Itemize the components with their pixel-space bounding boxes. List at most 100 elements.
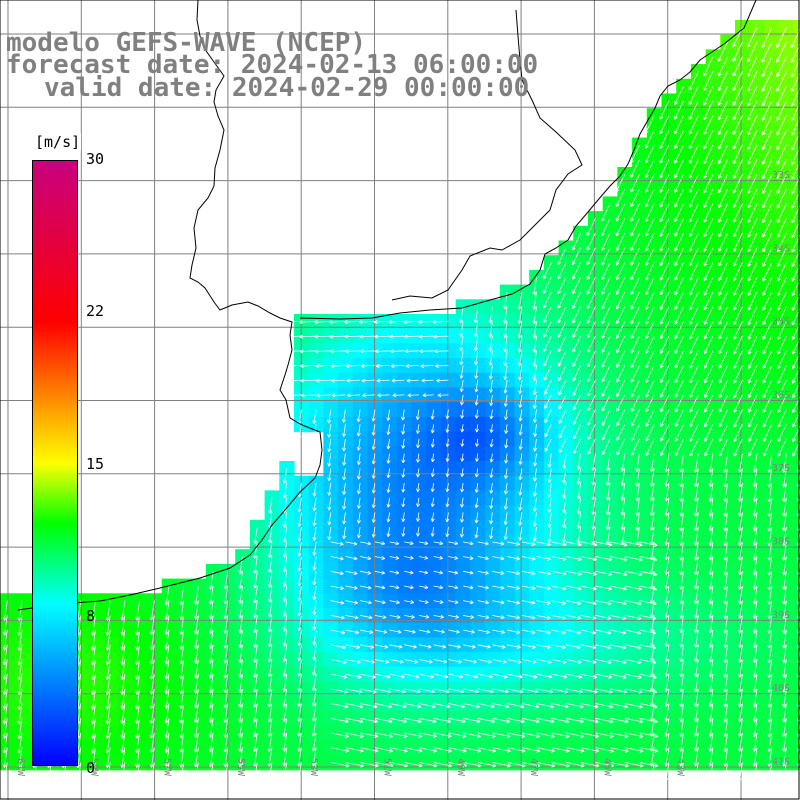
wind-speed-cell <box>573 299 589 315</box>
wind-speed-cell <box>793 240 800 256</box>
wind-speed-cell <box>749 269 765 286</box>
wind-speed-cell <box>793 64 800 80</box>
wind-speed-cell <box>779 211 795 227</box>
wind-speed-cell <box>676 108 692 124</box>
wind-speed-cell <box>793 461 800 477</box>
wind-speed-cell <box>720 299 736 315</box>
wind-speed-cell <box>720 314 736 330</box>
wind-speed-cell <box>676 343 692 359</box>
wind-speed-cell <box>646 122 663 139</box>
wind-speed-cell <box>676 299 692 315</box>
wind-vector-head <box>297 435 300 440</box>
wind-speed-cell <box>779 240 795 256</box>
wind-speed-cell <box>396 387 413 403</box>
wind-speed-cell <box>779 269 795 286</box>
wind-speed-cell <box>676 240 692 256</box>
wind-speed-cell <box>411 358 427 374</box>
wind-speed-cell <box>720 240 736 256</box>
wind-speed-cell <box>382 343 398 359</box>
wind-vector <box>377 394 390 396</box>
wind-speed-cell <box>793 108 800 124</box>
wind-speed-cell <box>720 387 736 403</box>
wind-speed-cell <box>793 152 800 168</box>
wind-speed-cell <box>793 181 800 197</box>
wind-speed-cell <box>749 299 765 315</box>
wind-speed-cell <box>749 49 765 65</box>
wind-speed-cell <box>720 211 736 227</box>
wind-speed-cell <box>646 328 663 344</box>
wind-speed-cell <box>646 358 663 374</box>
wind-speed-cell <box>676 211 692 227</box>
wind-speed-cell <box>352 343 369 359</box>
wind-speed-cell <box>749 167 765 183</box>
wind-speed-cell <box>720 108 736 124</box>
wind-speed-cell <box>749 93 765 109</box>
wind-speed-cell <box>705 196 721 212</box>
wind-speed-cell <box>573 372 589 389</box>
wind-speed-cell <box>602 328 618 344</box>
wind-speed-cell <box>779 181 795 197</box>
wind-speed-cell <box>793 416 800 433</box>
wind-speed-cell <box>749 402 765 418</box>
wind-speed-cell <box>749 34 765 50</box>
wind-speed-cell <box>382 387 398 403</box>
wind-speed-cell <box>720 328 736 344</box>
wind-speed-cell <box>338 358 354 374</box>
wind-speed-cell <box>720 181 736 197</box>
wind-speed-cell <box>676 431 692 447</box>
wind-speed-cell <box>793 446 800 462</box>
wind-speed-cell <box>705 402 721 418</box>
wind-speed-cell <box>646 181 663 197</box>
wind-speed-cell <box>749 152 765 168</box>
wind-speed-cell <box>793 490 800 506</box>
wind-speed-cell <box>793 666 800 683</box>
wind-speed-cell <box>602 343 618 359</box>
wind-speed-cell <box>749 78 765 95</box>
wind-speed-cell <box>779 343 795 359</box>
wind-speed-cell <box>779 137 795 153</box>
wind-speed-cell <box>793 299 800 315</box>
wind-speed-cell <box>779 372 795 389</box>
wind-speed-cell <box>426 343 442 359</box>
wind-speed-cell <box>720 93 736 109</box>
wind-speed-cell <box>602 299 618 315</box>
wind-speed-cell <box>676 196 692 212</box>
wind-speed-cell <box>720 167 736 183</box>
wind-speed-cell <box>705 299 721 315</box>
wind-speed-cell <box>323 372 339 389</box>
wind-speed-cell <box>676 314 692 330</box>
wind-speed-cell <box>573 314 589 330</box>
wind-speed-cell <box>705 284 721 300</box>
wind-speed-cell <box>779 196 795 212</box>
wind-speed-cell <box>646 387 663 403</box>
wind-speed-cell <box>720 78 736 95</box>
wind-speed-cell <box>705 358 721 374</box>
wind-speed-cell <box>793 225 800 242</box>
wind-speed-cell <box>720 225 736 242</box>
wind-speed-cell <box>705 387 721 403</box>
wind-speed-cell <box>602 284 618 300</box>
wind-speed-cell <box>793 534 800 550</box>
wind-speed-cell <box>646 343 663 359</box>
wind-speed-cell <box>779 93 795 109</box>
wind-speed-cell <box>749 387 765 403</box>
wind-speed-cell <box>646 152 663 168</box>
wind-speed-cell <box>573 431 589 447</box>
wind-speed-cell <box>720 196 736 212</box>
wind-vector-head <box>312 434 315 439</box>
wind-speed-cell <box>573 269 589 286</box>
wind-speed-cell <box>749 416 765 433</box>
wind-speed-cell <box>646 255 663 271</box>
wind-speed-cell <box>441 328 457 344</box>
wind-speed-cell <box>676 93 692 109</box>
wind-speed-cell <box>793 681 800 697</box>
wind-speed-cell <box>779 152 795 168</box>
wind-speed-cell <box>602 269 618 286</box>
wind-speed-cell <box>705 240 721 256</box>
wind-speed-cell <box>676 255 692 271</box>
wind-speed-cell <box>779 20 795 36</box>
wind-speed-cell <box>646 372 663 389</box>
wind-speed-cell <box>793 593 800 609</box>
wind-speed-cell <box>676 122 692 139</box>
wind-speed-cell <box>676 372 692 389</box>
